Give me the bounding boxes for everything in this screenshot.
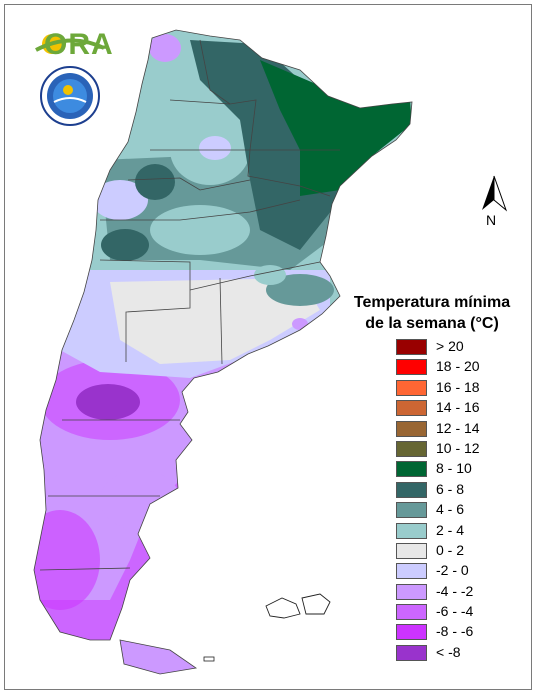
legend-swatch bbox=[396, 339, 427, 355]
legend-label: -4 - -2 bbox=[436, 582, 474, 599]
legend-label: 12 - 14 bbox=[436, 419, 480, 436]
ora-logo-text: ORA bbox=[44, 28, 114, 61]
legend-swatch bbox=[396, 379, 427, 396]
zone-northeast bbox=[260, 60, 412, 196]
legend-swatch bbox=[396, 420, 427, 437]
smn-emblem-logo bbox=[40, 66, 100, 126]
legend-swatch bbox=[396, 400, 427, 417]
legend-title-line2: de la semana (°C) bbox=[365, 315, 499, 332]
legend-swatch bbox=[396, 644, 427, 661]
legend-label: 18 - 20 bbox=[436, 358, 480, 375]
legend-swatch bbox=[396, 461, 427, 478]
north-arrow-label: N bbox=[486, 212, 497, 228]
legend-label: -8 - -6 bbox=[436, 623, 474, 640]
legend-swatch bbox=[396, 502, 427, 519]
legend-label: < -8 bbox=[436, 643, 461, 660]
legend-label: 10 - 12 bbox=[436, 439, 480, 456]
legend-label: 16 - 18 bbox=[436, 378, 480, 395]
legend-swatch bbox=[396, 604, 427, 621]
tierra-del-fuego bbox=[119, 639, 198, 675]
zone-center bbox=[110, 278, 320, 364]
legend-swatch bbox=[396, 563, 427, 580]
zone-patagonia-core bbox=[76, 384, 140, 420]
legend-title-line1: Temperatura mínima bbox=[353, 294, 511, 311]
isla-de-los-estados bbox=[203, 656, 215, 662]
legend-label: > 20 bbox=[436, 338, 464, 354]
legend-label: 0 - 2 bbox=[436, 541, 465, 558]
ora-sun-logo: ORA bbox=[34, 26, 113, 62]
north-arrow-icon bbox=[482, 175, 508, 212]
ora-sun-icon bbox=[35, 34, 105, 54]
legend-label: 14 - 16 bbox=[436, 399, 480, 416]
smn-emblem-icon bbox=[40, 66, 100, 126]
legend-swatch bbox=[396, 440, 427, 457]
legend-swatch bbox=[396, 481, 427, 498]
province-boundaries bbox=[33, 29, 413, 641]
legend-label: -2 - 0 bbox=[436, 562, 469, 579]
legend-label: 2 - 4 bbox=[436, 521, 465, 538]
legend-label: 8 - 10 bbox=[436, 460, 472, 477]
legend-label: 4 - 6 bbox=[436, 501, 465, 518]
legend-swatch bbox=[396, 542, 427, 559]
legend-swatch bbox=[396, 583, 427, 600]
legend-swatch bbox=[396, 624, 427, 641]
zone-patagonia-light bbox=[100, 470, 180, 530]
legend-label: 6 - 8 bbox=[436, 480, 465, 497]
legend-label: -6 - -4 bbox=[436, 603, 474, 620]
legend-title: Temperatura mínima de la semana (°C) bbox=[344, 292, 520, 334]
legend-swatch bbox=[396, 359, 427, 376]
north-arrow: N bbox=[478, 174, 510, 230]
malvinas-islands bbox=[265, 593, 331, 619]
legend-swatch bbox=[396, 522, 427, 539]
